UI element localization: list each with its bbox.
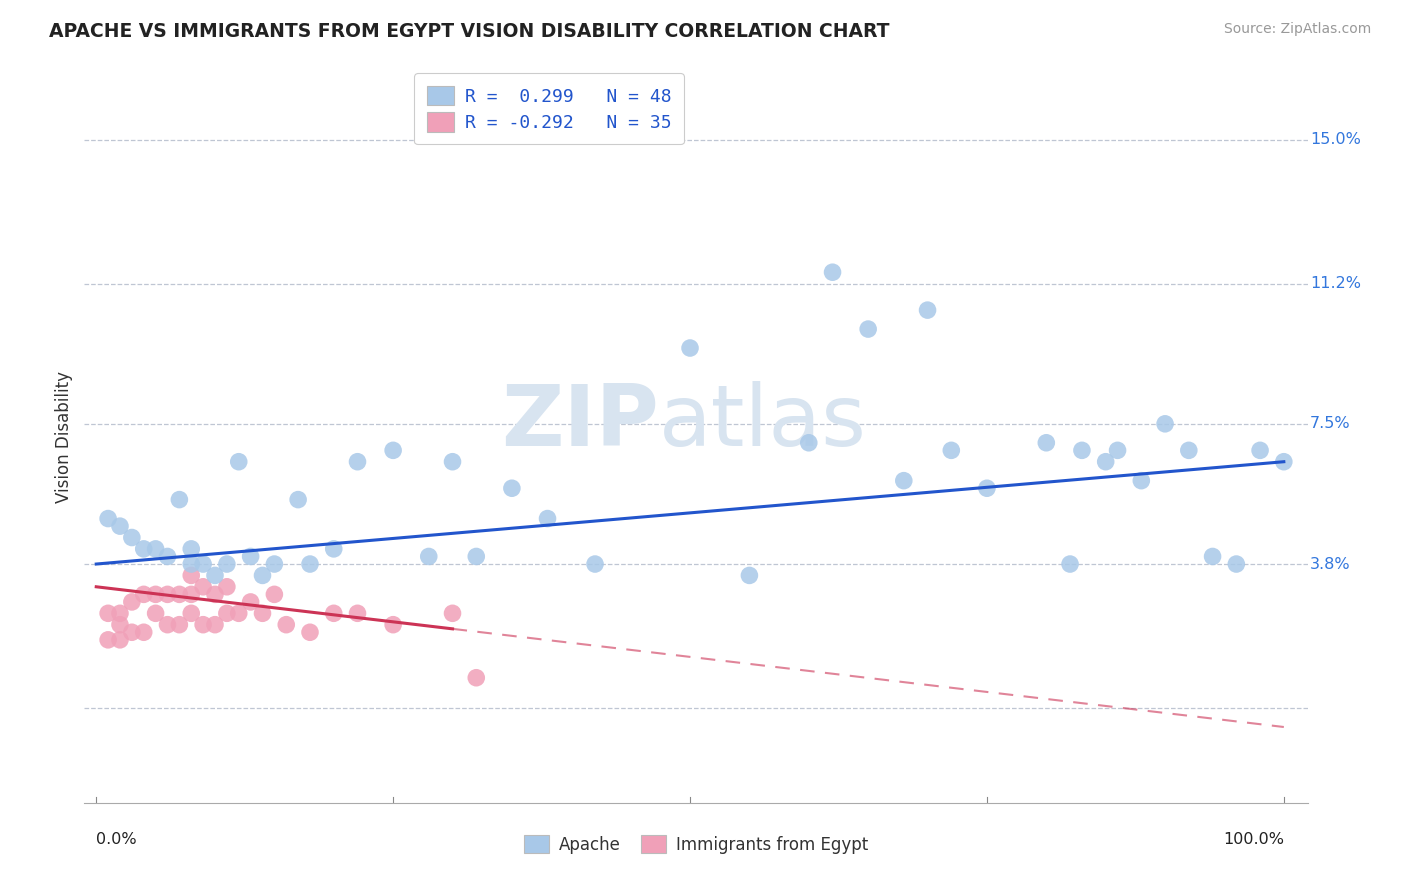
- Point: [204, 568, 226, 582]
- Point: [204, 587, 226, 601]
- Point: [191, 557, 214, 571]
- Text: 7.5%: 7.5%: [1310, 417, 1351, 432]
- Point: [121, 625, 143, 640]
- Point: [298, 557, 321, 571]
- Text: 11.2%: 11.2%: [1310, 277, 1361, 291]
- Point: [180, 541, 202, 556]
- Text: Source: ZipAtlas.com: Source: ZipAtlas.com: [1223, 22, 1371, 37]
- Point: [797, 435, 820, 450]
- Text: 15.0%: 15.0%: [1310, 132, 1361, 147]
- Point: [145, 607, 167, 621]
- Text: 3.8%: 3.8%: [1310, 557, 1351, 572]
- Point: [418, 549, 440, 564]
- Point: [465, 549, 488, 564]
- Point: [121, 595, 143, 609]
- Point: [132, 587, 155, 601]
- Point: [1225, 557, 1247, 571]
- Point: [215, 607, 238, 621]
- Point: [1154, 417, 1177, 431]
- Point: [204, 617, 226, 632]
- Point: [215, 580, 238, 594]
- Point: [679, 341, 702, 355]
- Point: [169, 492, 191, 507]
- Point: [156, 617, 179, 632]
- Point: [156, 549, 179, 564]
- Point: [1059, 557, 1081, 571]
- Text: APACHE VS IMMIGRANTS FROM EGYPT VISION DISABILITY CORRELATION CHART: APACHE VS IMMIGRANTS FROM EGYPT VISION D…: [49, 22, 890, 41]
- Point: [97, 511, 120, 525]
- Point: [501, 481, 523, 495]
- Point: [108, 617, 131, 632]
- Point: [893, 474, 915, 488]
- Point: [145, 541, 167, 556]
- Point: [215, 557, 238, 571]
- Point: [145, 587, 167, 601]
- Point: [252, 568, 274, 582]
- Point: [132, 541, 155, 556]
- Point: [108, 519, 131, 533]
- Point: [1071, 443, 1094, 458]
- Point: [1107, 443, 1129, 458]
- Point: [228, 607, 250, 621]
- Point: [856, 322, 879, 336]
- Point: [191, 580, 214, 594]
- Point: [97, 632, 120, 647]
- Point: [941, 443, 963, 458]
- Point: [132, 625, 155, 640]
- Point: [1272, 455, 1295, 469]
- Point: [180, 607, 202, 621]
- Text: atlas: atlas: [659, 381, 868, 464]
- Point: [441, 607, 464, 621]
- Point: [382, 617, 405, 632]
- Point: [1094, 455, 1116, 469]
- Point: [180, 587, 202, 601]
- Point: [346, 607, 368, 621]
- Point: [180, 568, 202, 582]
- Point: [263, 557, 285, 571]
- Y-axis label: Vision Disability: Vision Disability: [55, 371, 73, 503]
- Point: [1035, 435, 1057, 450]
- Point: [1201, 549, 1223, 564]
- Point: [322, 541, 344, 556]
- Point: [108, 607, 131, 621]
- Point: [169, 587, 191, 601]
- Point: [228, 455, 250, 469]
- Legend: Apache, Immigrants from Egypt: Apache, Immigrants from Egypt: [517, 829, 875, 860]
- Text: 100.0%: 100.0%: [1223, 832, 1284, 847]
- Text: 0.0%: 0.0%: [96, 832, 136, 847]
- Point: [465, 671, 488, 685]
- Point: [441, 455, 464, 469]
- Point: [156, 587, 179, 601]
- Point: [191, 617, 214, 632]
- Point: [287, 492, 309, 507]
- Point: [180, 557, 202, 571]
- Point: [263, 587, 285, 601]
- Point: [108, 632, 131, 647]
- Point: [536, 511, 558, 525]
- Point: [917, 303, 939, 318]
- Point: [298, 625, 321, 640]
- Point: [276, 617, 298, 632]
- Point: [346, 455, 368, 469]
- Text: ZIP: ZIP: [502, 381, 659, 464]
- Point: [97, 607, 120, 621]
- Point: [1249, 443, 1271, 458]
- Point: [583, 557, 606, 571]
- Point: [239, 595, 262, 609]
- Point: [382, 443, 405, 458]
- Point: [1178, 443, 1201, 458]
- Point: [169, 617, 191, 632]
- Point: [322, 607, 344, 621]
- Point: [738, 568, 761, 582]
- Point: [821, 265, 844, 279]
- Point: [976, 481, 998, 495]
- Point: [239, 549, 262, 564]
- Point: [1130, 474, 1153, 488]
- Point: [121, 531, 143, 545]
- Point: [252, 607, 274, 621]
